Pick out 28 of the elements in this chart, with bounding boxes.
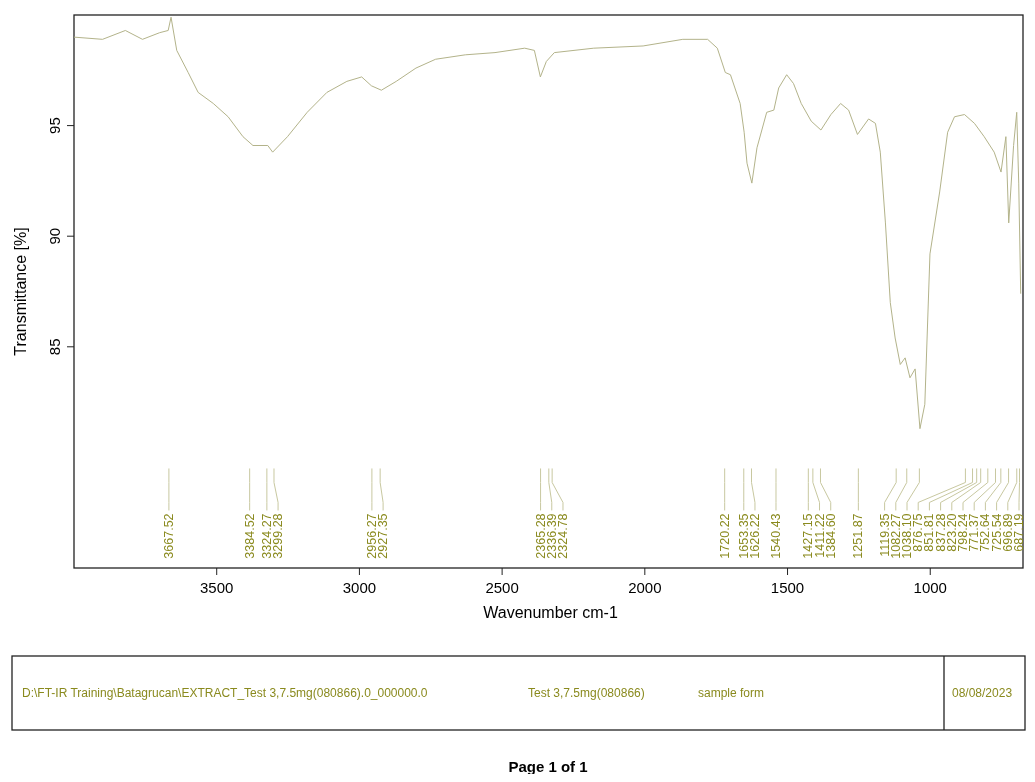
x-tick-label: 3500: [200, 579, 234, 596]
annotation: 3667.52: [161, 513, 176, 559]
annotation: 3299.28: [271, 513, 286, 559]
annotation: 798.24: [956, 513, 970, 552]
x-axis-title: Wavenumber cm-1: [483, 604, 618, 621]
x-tick-label: 2500: [485, 579, 519, 596]
annotation: 3384.52: [242, 513, 257, 559]
y-tick-label: 95: [46, 117, 63, 134]
x-tick-label: 3000: [342, 579, 377, 596]
x-tick-label: 1500: [770, 579, 805, 596]
text: D:\FT-IR Training\Batagrucan\EXTRACT_Test 3,7.5mg(080866).0_000000.0: [22, 686, 428, 700]
annotation: 687.19: [1012, 513, 1026, 552]
annotation: 1038.10: [900, 513, 914, 559]
y-tick-label: 85: [46, 338, 63, 356]
x-tick-label: 1000: [913, 579, 947, 596]
y-tick-label: 90: [46, 227, 63, 245]
y-axis-title: Transmittance [%]: [12, 227, 29, 356]
line-series: [73, 16, 1022, 430]
x-tick-label: 2000: [628, 579, 662, 596]
annotation: 1720.22: [717, 513, 732, 559]
text: Test 3,7.5mg(080866): [528, 686, 645, 700]
annotation: 3324.27: [259, 513, 274, 559]
text: 08/08/2023: [952, 686, 1013, 700]
annotation: 2956.27: [364, 513, 379, 559]
text: sample form: [698, 686, 765, 700]
annotation: 2927.35: [376, 513, 391, 559]
annotation: 1540.43: [768, 513, 783, 559]
annotation: 1251.87: [851, 513, 866, 559]
